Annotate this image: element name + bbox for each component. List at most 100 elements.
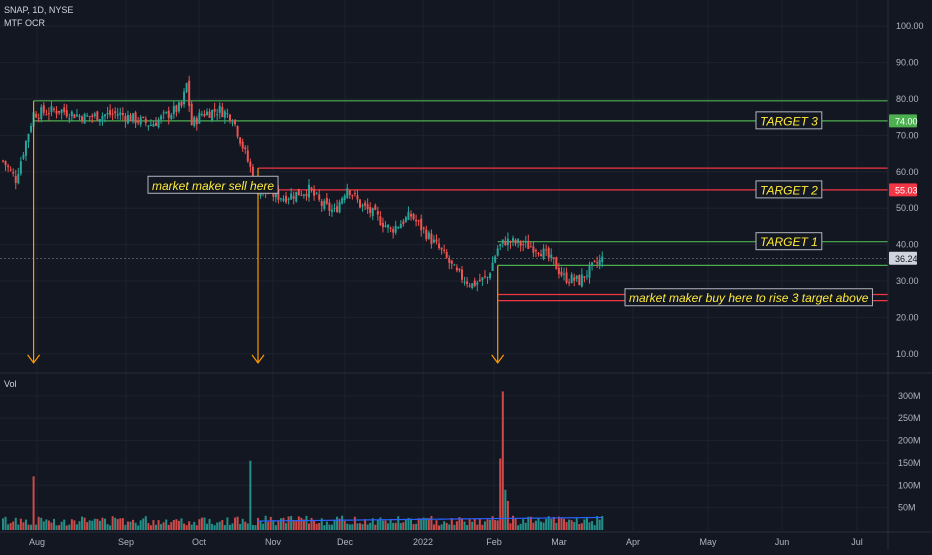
candle-body: [188, 80, 191, 106]
candle-body: [489, 273, 492, 278]
candle-body: [407, 211, 410, 220]
symbol-title[interactable]: SNAP, 1D, NYSE: [4, 5, 74, 15]
candle-body: [91, 115, 94, 117]
candle-body: [70, 111, 73, 117]
candle-body: [432, 239, 435, 243]
x-tick-label: Mar: [551, 537, 567, 547]
y-tick-label: 40.00: [896, 240, 919, 250]
volume-bar: [496, 520, 499, 530]
candle-body: [415, 219, 418, 222]
volume-bar: [524, 522, 527, 530]
volume-bar: [537, 517, 540, 530]
y-tick-label: 80.00: [896, 94, 919, 104]
candle-body: [450, 260, 453, 264]
annotation-box[interactable]: market maker buy here to rise 3 target a…: [624, 288, 873, 307]
candle-body: [583, 276, 586, 278]
candle-body: [50, 106, 53, 112]
volume-bar: [4, 516, 7, 530]
candle-body: [499, 244, 502, 246]
volume-bar: [489, 519, 492, 530]
volume-bar: [12, 521, 15, 530]
text-annotations[interactable]: market maker sell here TARGET 3 TARGET 2 TA…: [147, 111, 873, 307]
annotation-box[interactable]: market maker sell here: [147, 175, 279, 194]
candle-body: [557, 267, 560, 274]
volume-bar: [60, 521, 63, 530]
candle-body: [491, 262, 494, 271]
x-tick-label: Aug: [29, 537, 45, 547]
candle-body: [318, 194, 321, 200]
candle-body: [211, 110, 214, 121]
volume-bar: [585, 516, 588, 530]
volume-bar: [30, 524, 33, 530]
volume-bar: [200, 517, 203, 530]
candle-body: [183, 91, 186, 105]
price-badge-label: 55.03: [895, 185, 918, 195]
candle-body: [75, 114, 78, 117]
candle-body: [124, 115, 127, 122]
volume-bar: [295, 521, 298, 530]
price-badge-label: 74.00: [895, 116, 918, 126]
volume-bar: [532, 522, 535, 530]
candle-body: [435, 239, 438, 242]
candle-body: [585, 275, 588, 277]
volume-bar: [417, 518, 420, 530]
volume-bar: [308, 523, 310, 530]
candle-body: [338, 202, 341, 213]
annotation-box[interactable]: TARGET 1: [755, 232, 823, 251]
volume-bar: [144, 516, 147, 530]
candle-body: [226, 113, 229, 115]
annotation-text: TARGET 1: [760, 235, 818, 249]
volume-bar: [550, 518, 553, 530]
volume-bar: [246, 523, 249, 530]
volume-bar: [101, 517, 104, 530]
candle-body: [573, 277, 576, 281]
candle-body: [60, 109, 63, 113]
candle-body: [259, 191, 262, 196]
candle-body: [522, 243, 525, 245]
candle-body: [155, 122, 157, 126]
indicator-label[interactable]: MTF OCR: [4, 18, 45, 28]
candle-body: [63, 107, 66, 112]
candle-body: [180, 102, 183, 106]
volume-bar: [325, 521, 328, 530]
candle-body: [274, 190, 277, 198]
y-tick-label: 30.00: [896, 276, 919, 286]
volume-bar: [81, 516, 84, 530]
volume-bar: [167, 524, 170, 530]
volume-bar: [547, 516, 550, 530]
candle-body: [2, 160, 4, 162]
candle-body: [389, 227, 392, 229]
volume-bar: [177, 520, 180, 530]
volume-bar: [2, 518, 4, 530]
candle-body: [134, 112, 137, 124]
volume-bar: [402, 522, 405, 530]
candle-body: [578, 275, 581, 286]
candle-body: [200, 113, 203, 115]
arrow-head: [27, 354, 41, 364]
candle-body: [453, 264, 456, 266]
candle-body: [139, 117, 142, 125]
volume-bar: [198, 519, 201, 530]
volume-bar: [269, 516, 272, 530]
candle-body: [195, 118, 198, 125]
volume-bar: [410, 518, 412, 530]
candle-body: [371, 208, 374, 216]
volume-pane-label[interactable]: Vol: [4, 379, 17, 389]
volume-bar: [78, 521, 81, 530]
volume-bar: [32, 476, 35, 530]
candle-body: [550, 254, 553, 258]
annotation-box[interactable]: TARGET 2: [755, 180, 823, 199]
annotation-box[interactable]: TARGET 3: [755, 111, 823, 130]
volume-bar: [19, 518, 22, 530]
candle-body: [361, 204, 364, 207]
candle-body: [359, 199, 361, 208]
volume-bar: [185, 525, 188, 530]
volume-bar: [412, 524, 415, 530]
volume-bar: [379, 517, 382, 530]
volume-bar: [338, 518, 341, 530]
candle-body: [305, 193, 308, 197]
candle-body: [575, 275, 578, 279]
volume-bar: [206, 523, 208, 530]
